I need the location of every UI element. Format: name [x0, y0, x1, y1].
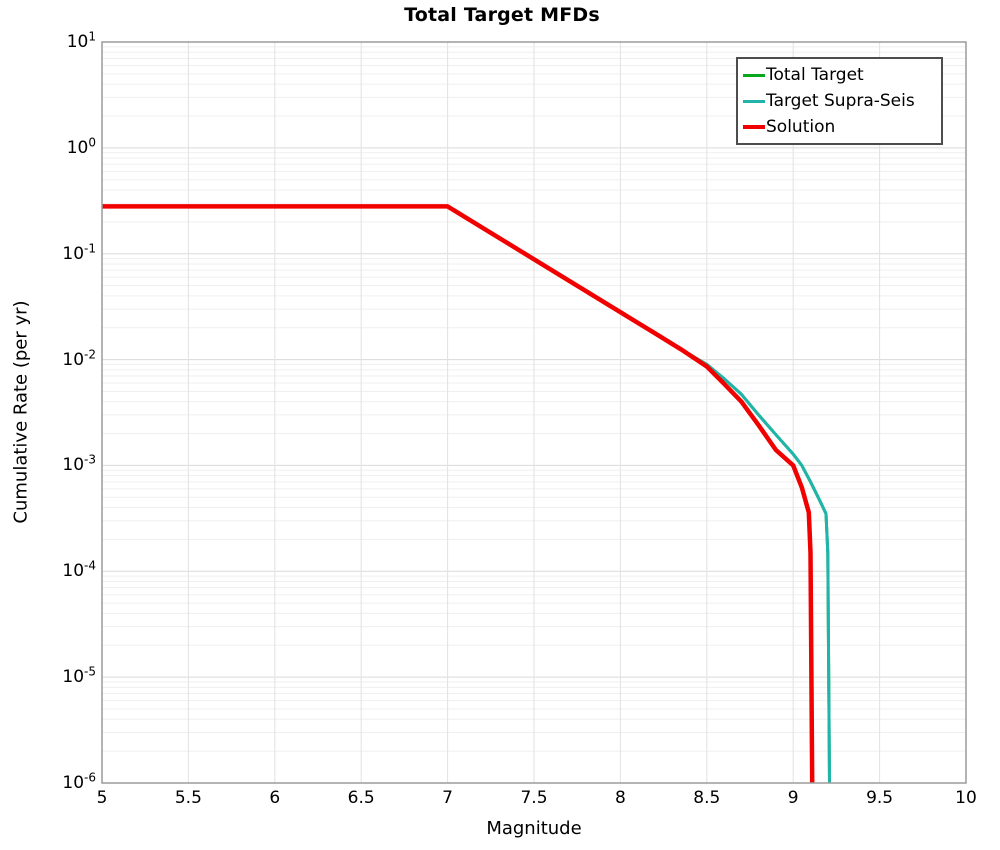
y-tick-label: 10-5 [62, 664, 96, 688]
y-tick-label: 10-3 [62, 452, 96, 476]
plot-border [101, 41, 967, 784]
x-tick-label: 6 [269, 788, 281, 808]
legend-item-solution: Solution [743, 117, 941, 137]
x-tick-label: 7.5 [520, 788, 548, 808]
series-line-solution [102, 204, 815, 784]
target-supra-seis-line-swatch [743, 99, 765, 103]
y-tick-label: 101 [66, 29, 96, 52]
legend-label: Solution [766, 117, 836, 137]
legend-label: Total Target [766, 65, 864, 85]
chart-title: Total Target MFDs [404, 4, 600, 26]
y-tick-label: 100 [66, 135, 96, 158]
legend: Total Target Target Supra-Seis Solution [736, 57, 943, 145]
x-tick-label: 7 [442, 788, 453, 808]
x-tick-label: 6.5 [347, 788, 375, 808]
x-axis-label: Magnitude [486, 818, 582, 839]
legend-item-total-target: Total Target [743, 65, 941, 85]
total-target-line-swatch [743, 73, 765, 77]
y-tick-label: 10-6 [62, 770, 96, 793]
x-tick-label: 8 [614, 788, 626, 808]
x-tick-label: 9.5 [866, 788, 894, 808]
y-axis-label: Cumulative Rate (per yr) [10, 300, 32, 524]
solution-line-swatch [743, 124, 765, 130]
series-line-total-target [102, 204, 831, 784]
legend-label: Target Supra-Seis [766, 91, 915, 111]
x-tick-label: 9 [787, 788, 799, 808]
y-tick-label: 10-2 [62, 346, 96, 370]
x-tick-label: 5 [96, 788, 108, 808]
legend-item-target-supra-seis: Target Supra-Seis [743, 91, 941, 111]
y-tick-label: 10-4 [62, 558, 96, 582]
x-tick-label: 5.5 [174, 788, 202, 808]
y-tick-label: 10-1 [62, 241, 96, 264]
x-tick-label: 8.5 [693, 788, 721, 808]
series-line-target-supra-seis [102, 204, 831, 784]
x-tick-label: 10 [955, 788, 977, 808]
